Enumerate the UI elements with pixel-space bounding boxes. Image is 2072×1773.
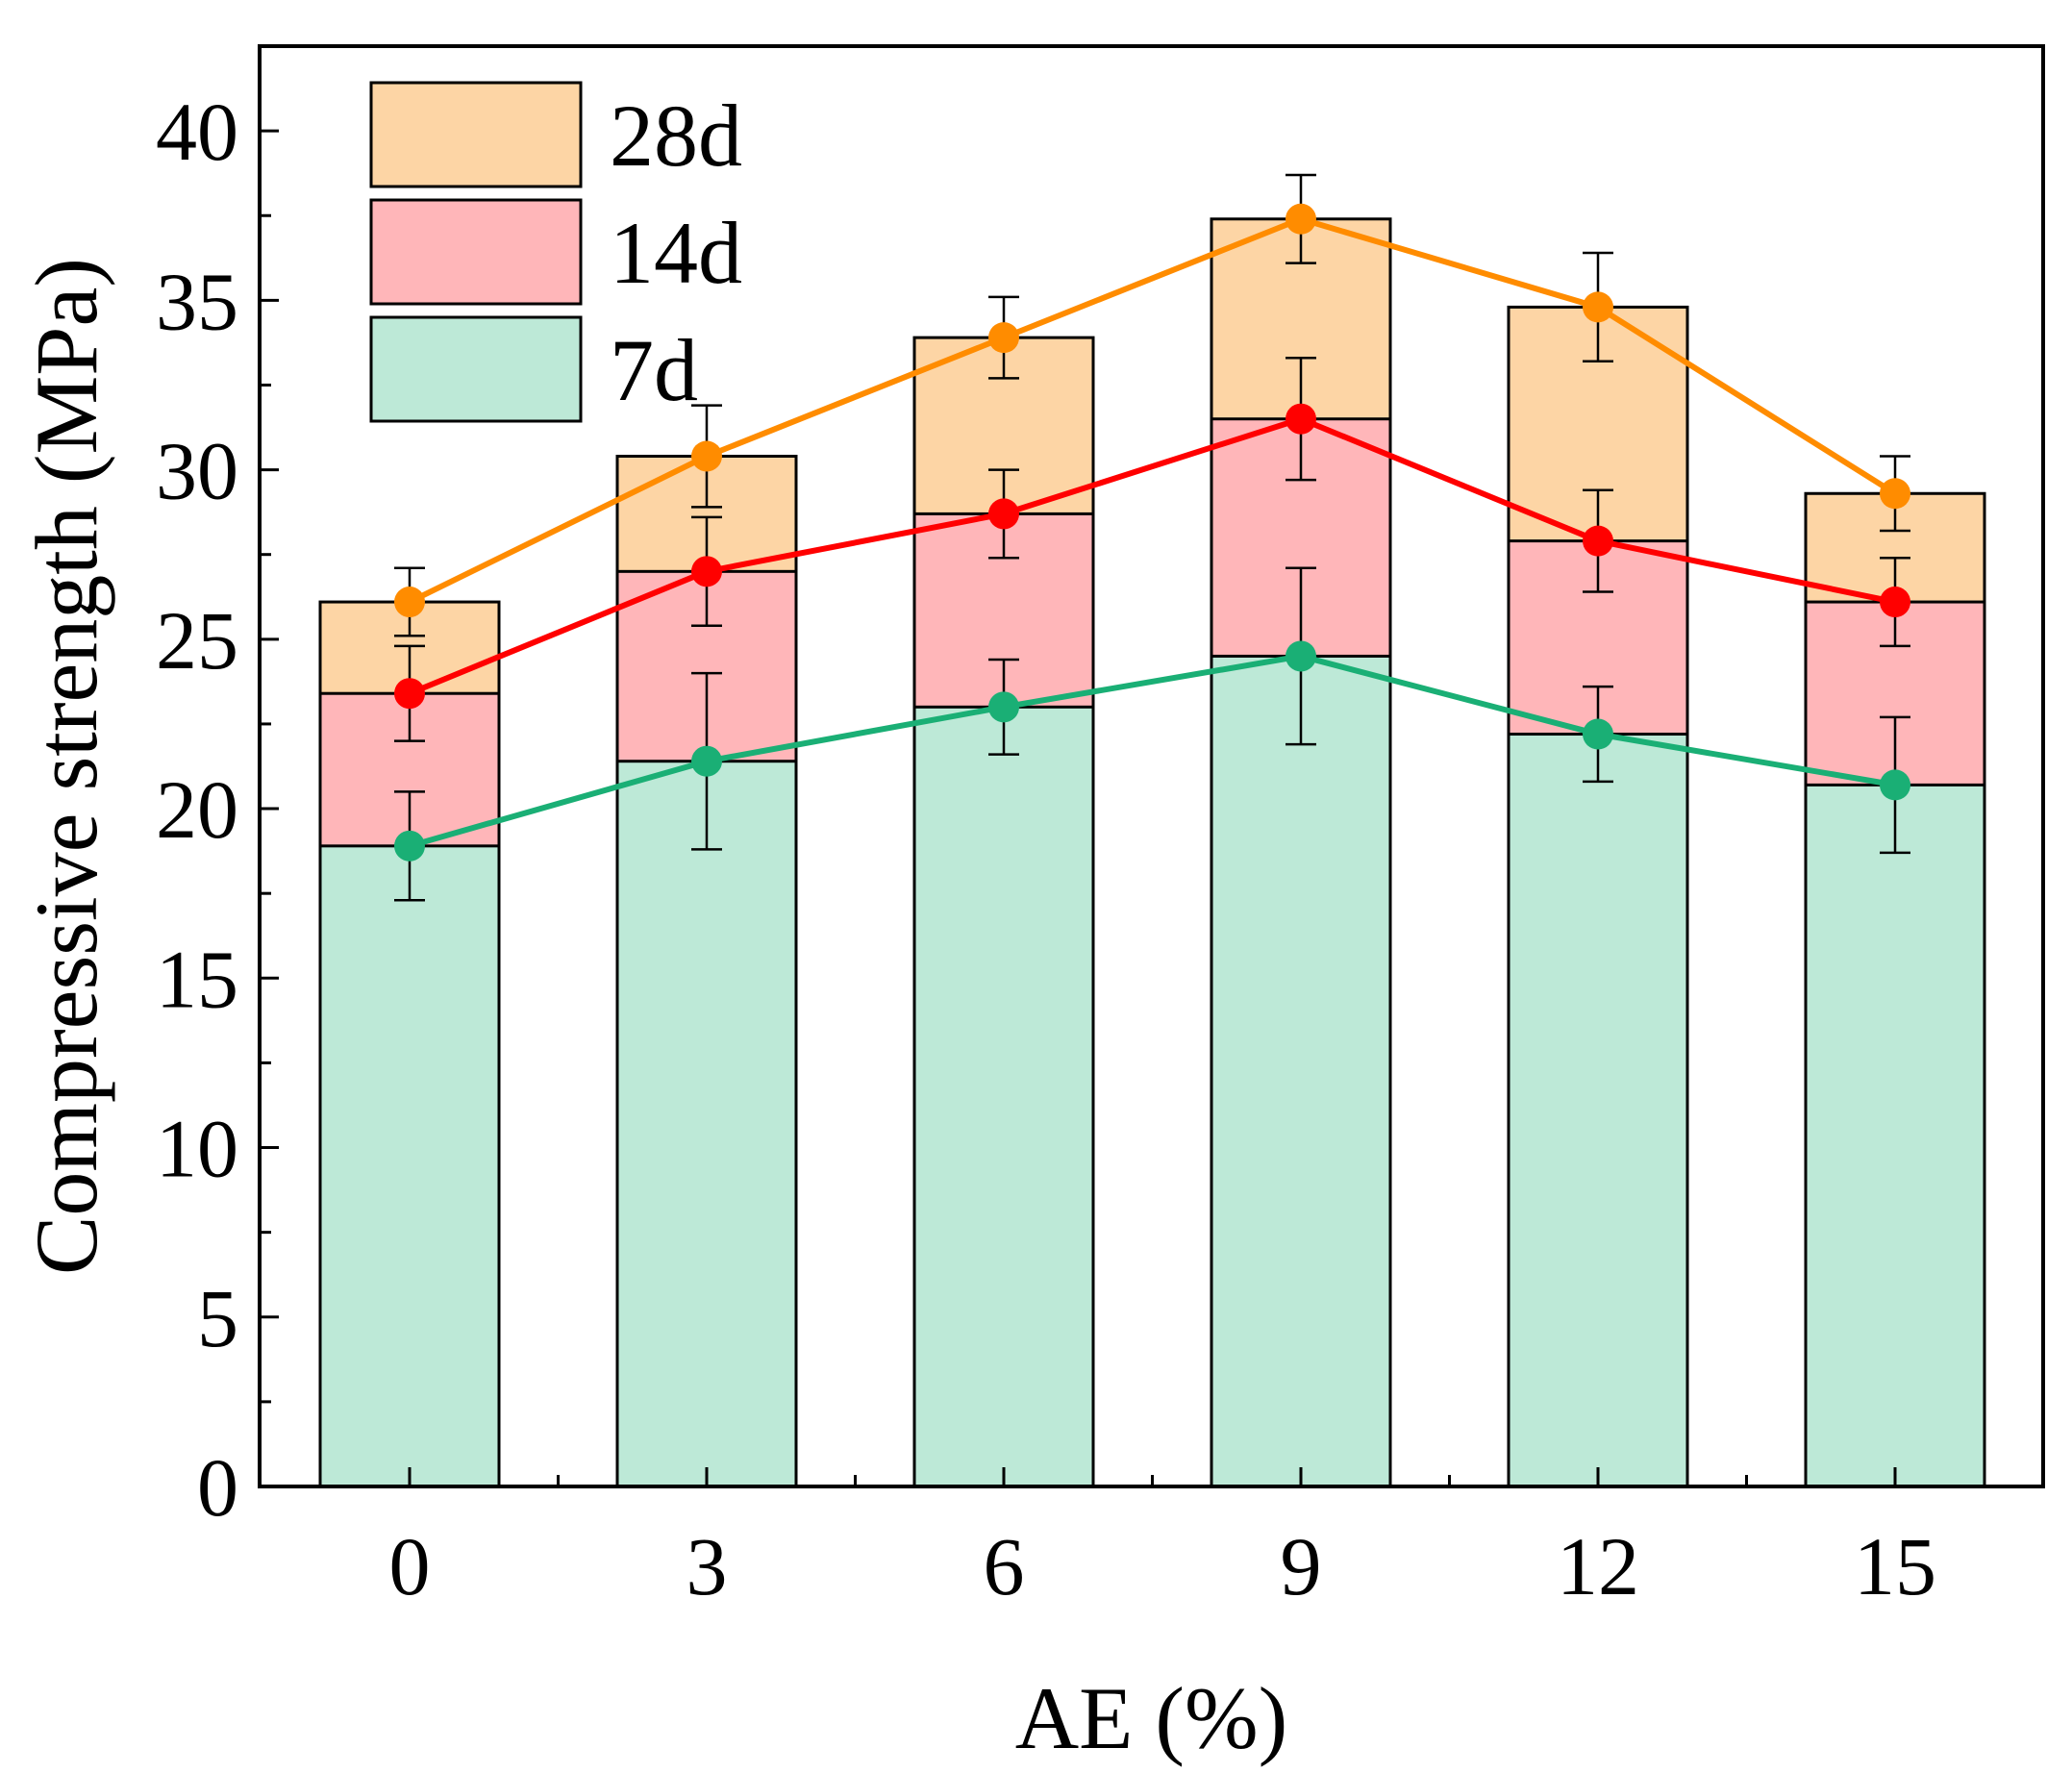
y-tick-label: 25 (156, 594, 238, 687)
point-14d-9 (1286, 403, 1316, 435)
point-28d-6 (988, 322, 1019, 354)
y-tick-label: 40 (156, 86, 238, 178)
bar-7d-15 (1804, 783, 1986, 1488)
bar-7d-0 (318, 844, 501, 1488)
legend-swatch-28d (369, 81, 583, 188)
series-points-layer (394, 203, 1910, 862)
point-28d-15 (1880, 478, 1910, 510)
x-tick-label: 12 (1557, 1520, 1639, 1612)
x-tick-label: 15 (1854, 1520, 1936, 1612)
point-7d-15 (1880, 769, 1910, 801)
point-28d-9 (1286, 203, 1316, 235)
bars-layer (318, 217, 1986, 1488)
x-tick-label: 9 (1281, 1520, 1322, 1612)
point-7d-12 (1583, 718, 1613, 750)
bar-7d-9 (1210, 654, 1392, 1488)
x-axis-title: AE (%) (1015, 1669, 1288, 1767)
point-7d-9 (1286, 640, 1316, 672)
bar-7d-12 (1507, 733, 1689, 1488)
y-tick-label: 5 (197, 1272, 238, 1364)
point-14d-15 (1880, 587, 1910, 618)
axes-layer: 0 5 10 15 20 25 30 35 40 0 3 6 9 12 15 AE (%) Compressiv… (17, 44, 2045, 1767)
point-14d-6 (988, 498, 1019, 530)
y-tick-label: 15 (156, 933, 238, 1025)
point-14d-0 (394, 678, 425, 710)
y-tick-label: 10 (156, 1103, 238, 1195)
point-14d-3 (691, 556, 722, 587)
legend-label-7d: 7d (610, 321, 698, 419)
point-28d-3 (691, 440, 722, 472)
point-7d-0 (394, 830, 425, 862)
x-tick-label: 6 (984, 1520, 1025, 1612)
legend-swatch-14d (369, 198, 583, 306)
legend-label-28d: 28d (610, 87, 742, 185)
point-28d-0 (394, 587, 425, 618)
series-line-7d (409, 653, 1896, 849)
point-7d-6 (988, 691, 1019, 723)
legend: 28d 14d 7d (369, 81, 742, 423)
legend-label-14d: 14d (610, 204, 742, 302)
point-14d-12 (1583, 525, 1613, 557)
series-line-28d (408, 215, 1897, 605)
y-tick-label: 35 (156, 255, 238, 347)
bar-7d-6 (912, 705, 1095, 1488)
y-tick-label: 20 (156, 763, 238, 856)
y-axis-title: Compressive strength (MPa) (17, 258, 115, 1275)
bar-7d-3 (615, 760, 798, 1488)
x-tick-label: 0 (389, 1520, 431, 1612)
y-tick-label: 0 (197, 1441, 238, 1534)
series-lines-layer (408, 215, 1897, 849)
legend-swatch-7d (369, 315, 583, 423)
x-tick-label: 3 (687, 1520, 728, 1612)
y-tick-label: 30 (156, 425, 238, 517)
point-28d-12 (1583, 291, 1613, 323)
point-7d-3 (691, 745, 722, 777)
series-line-14d (408, 415, 1896, 696)
